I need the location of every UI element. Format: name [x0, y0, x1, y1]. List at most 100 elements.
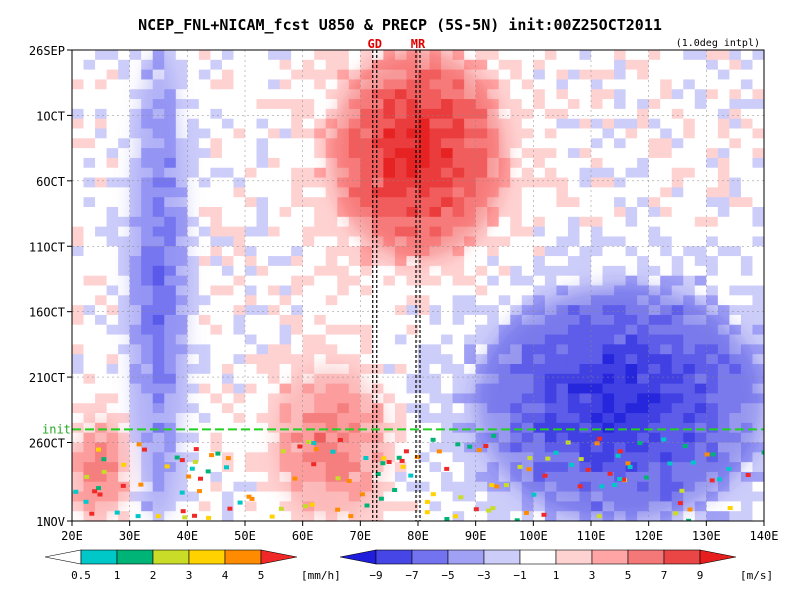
- heatmap-cell: [383, 344, 396, 355]
- precip-pixel: [280, 449, 286, 454]
- heatmap-cell: [475, 265, 488, 277]
- heatmap-cell: [383, 452, 396, 463]
- heatmap-cell: [625, 216, 638, 228]
- heatmap-cell: [591, 256, 604, 267]
- heatmap-cell: [729, 275, 742, 287]
- heatmap-cell: [752, 275, 764, 287]
- heatmap-cell: [544, 216, 557, 228]
- heatmap-cell: [740, 79, 754, 90]
- precip-pixel: [192, 513, 197, 518]
- heatmap-cell: [406, 364, 419, 375]
- heatmap-cell: [752, 69, 764, 81]
- heatmap-cell: [371, 295, 384, 306]
- heatmap-cell: [429, 364, 442, 375]
- heatmap-cell: [337, 59, 350, 71]
- heatmap-cell: [221, 275, 235, 287]
- heatmap-cell: [279, 50, 292, 61]
- heatmap-cell: [314, 265, 327, 277]
- heatmap-cell: [498, 324, 511, 336]
- heatmap-cell: [221, 393, 235, 404]
- heatmap-cell: [556, 177, 569, 188]
- heatmap-cell: [198, 452, 211, 463]
- heatmap-cell: [371, 50, 384, 61]
- heatmap-cell: [198, 207, 211, 218]
- heatmap-cell: [418, 364, 431, 375]
- heatmap-cell: [106, 167, 119, 179]
- heatmap-cell: [475, 305, 488, 316]
- heatmap-cell: [83, 403, 96, 414]
- heatmap-cell: [118, 314, 131, 326]
- heatmap-cell: [118, 275, 131, 287]
- heatmap-cell: [83, 285, 96, 296]
- heatmap-cell: [510, 481, 523, 493]
- heatmap-cell: [706, 265, 719, 277]
- heatmap-cell: [198, 383, 211, 395]
- heatmap-cell: [210, 422, 223, 434]
- heatmap-cell: [752, 216, 764, 228]
- heatmap-cell: [233, 69, 246, 81]
- y-tick-label: 6OCT: [36, 175, 65, 189]
- heatmap-cell: [671, 157, 684, 169]
- heatmap-cell: [694, 50, 707, 61]
- heatmap-cell: [118, 118, 131, 130]
- heatmap-cell: [625, 177, 638, 188]
- heatmap-cell: [464, 295, 477, 306]
- heatmap-cell: [198, 511, 211, 521]
- heatmap-cell: [567, 187, 581, 198]
- heatmap-cell: [614, 167, 627, 179]
- heatmap-cell: [729, 481, 742, 493]
- heatmap-cell: [268, 59, 281, 71]
- heatmap-cell: [314, 334, 327, 345]
- heatmap-cell: [187, 373, 200, 385]
- heatmap-cell: [325, 305, 338, 316]
- heatmap-cell: [210, 491, 223, 502]
- heatmap-cell: [533, 128, 546, 139]
- heatmap-cell: [740, 462, 754, 473]
- heatmap-cell: [706, 285, 719, 296]
- heatmap-cell: [221, 79, 235, 90]
- precip-pixel: [745, 473, 751, 477]
- heatmap-cell: [475, 481, 488, 493]
- heatmap-cell: [268, 422, 281, 434]
- heatmap-cell: [556, 128, 569, 139]
- heatmap-cell: [464, 462, 477, 473]
- heatmap-cell: [221, 305, 235, 316]
- heatmap-cell: [268, 383, 281, 395]
- colorbar-triangle: [44, 549, 82, 565]
- heatmap-cell: [106, 373, 119, 385]
- heatmap-cell: [625, 99, 638, 110]
- heatmap-cell: [325, 177, 338, 188]
- heatmap-cell: [487, 226, 500, 238]
- heatmap-cell: [383, 462, 396, 473]
- heatmap-cell: [694, 89, 707, 100]
- heatmap-cell: [394, 285, 408, 296]
- heatmap-cell: [198, 314, 211, 326]
- heatmap-cell: [591, 128, 604, 139]
- heatmap-cell: [567, 118, 581, 130]
- heatmap-cell: [245, 471, 258, 483]
- heatmap-cell: [648, 197, 661, 208]
- heatmap-cell: [325, 69, 338, 81]
- heatmap-cell: [614, 50, 627, 61]
- heatmap-cell: [394, 275, 408, 287]
- heatmap-cell: [740, 59, 754, 71]
- heatmap-cell: [221, 265, 235, 277]
- heatmap-cell: [72, 157, 85, 169]
- heatmap-cell: [498, 59, 511, 71]
- heatmap-cell: [464, 393, 477, 404]
- heatmap-cell: [256, 344, 269, 355]
- heatmap-cell: [394, 334, 408, 345]
- heatmap-cell: [210, 256, 223, 267]
- heatmap-cell: [567, 69, 581, 81]
- heatmap-cell: [118, 403, 131, 414]
- heatmap-cell: [614, 216, 627, 228]
- heatmap-cell: [567, 511, 581, 521]
- precip-pixel: [182, 515, 188, 520]
- heatmap-cell: [452, 403, 465, 414]
- precip-pixel: [363, 456, 369, 460]
- heatmap-cell: [487, 256, 500, 267]
- heatmap-cell: [429, 256, 442, 267]
- precip-pixel: [644, 475, 649, 480]
- precip-pixel: [174, 455, 180, 460]
